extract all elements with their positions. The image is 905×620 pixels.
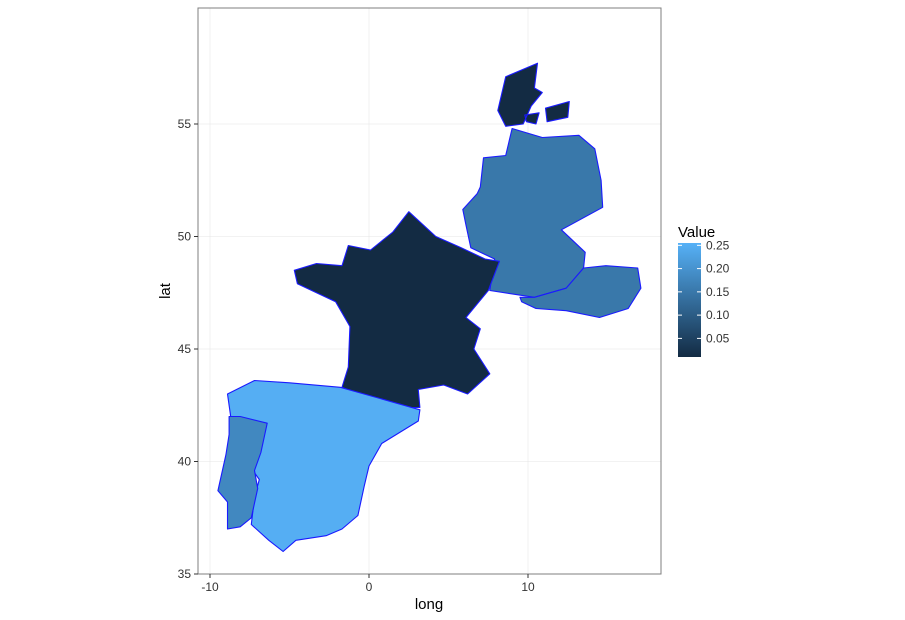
regions-layer [217, 62, 642, 553]
x-axis-title: long [415, 596, 443, 613]
region-france [293, 211, 500, 409]
region-portugal [217, 415, 268, 530]
legend-tick-label: 0.15 [706, 285, 730, 299]
y-tick-label: 40 [178, 455, 192, 469]
x-tick-label: 0 [366, 580, 373, 594]
y-tick-label: 35 [178, 567, 192, 581]
legend-tick-label: 0.25 [706, 238, 730, 252]
y-axis-title: lat [157, 282, 174, 299]
y-tick-label: 45 [178, 342, 192, 356]
legend-tick-label: 0.05 [706, 331, 730, 345]
region-austria [519, 265, 642, 319]
panel-border [197, 7, 662, 575]
legend: Value 0.05 0.10 0.15 0.20 0.25 [678, 224, 730, 357]
legend-tick-label: 0.10 [706, 308, 730, 322]
x-tick-label: -10 [201, 580, 219, 594]
y-tick-label: 50 [178, 230, 192, 244]
legend-colorbar [678, 243, 701, 357]
axes-layer: -10 0 10 35 40 45 50 55 [178, 117, 535, 594]
legend-title: Value [678, 224, 715, 241]
legend-tick-label: 0.20 [706, 262, 730, 276]
region-denmark [497, 62, 570, 127]
x-tick-label: 10 [521, 580, 535, 594]
y-tick-label: 55 [178, 117, 192, 131]
